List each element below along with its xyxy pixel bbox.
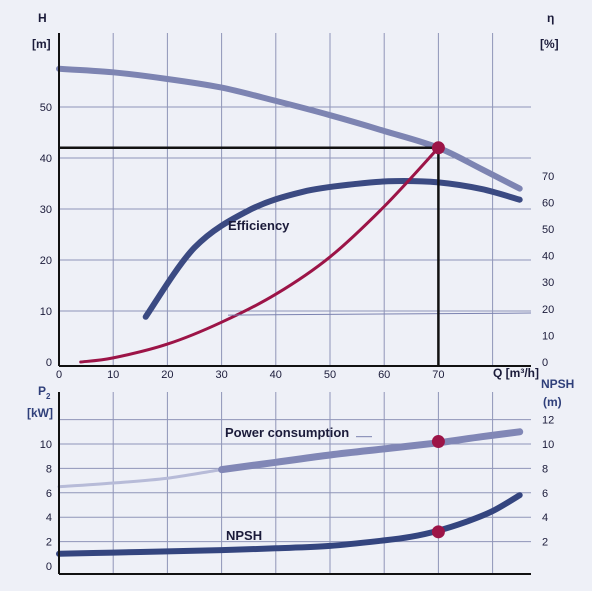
top-left-axis-unit: [m] [32,37,51,51]
x-tick-label: 60 [378,369,390,381]
x-tick-label: 40 [270,369,282,381]
npsh-curve [56,492,523,557]
efficiency-label: Efficiency [228,218,290,233]
npsh-tick-label: 10 [542,439,554,451]
p2-tick-label: 4 [46,512,52,524]
x-tick-label: 30 [215,369,227,381]
p2-tick-label: 0 [46,561,52,573]
eta-tick-label: 70 [542,171,554,183]
npsh-tick-label: 2 [542,537,548,549]
p2-tick-label: 2 [46,537,52,549]
h-tick-label: 0 [46,357,52,369]
power-curve [218,428,524,474]
reference-line [227,312,532,316]
head-curve [56,65,523,192]
npsh-tick-label: 4 [542,512,548,524]
x-axis-label: Q [m³/h] [493,366,539,380]
axes [58,33,531,575]
npsh-tick-label: 12 [542,415,554,427]
p2-tick-label: 6 [46,488,52,500]
curves [56,65,532,557]
top-left-axis-symbol: H [38,11,47,25]
bottom-left-axis-unit: [kW] [27,406,53,420]
top-right-axis-unit: [%] [540,37,559,51]
eta-tick-label: 10 [542,330,554,342]
x-tick-label: 10 [107,369,119,381]
x-tick-label: 0 [56,369,62,381]
p2-tick-label: 10 [40,439,52,451]
power-consumption-label: Power consumption [225,425,349,440]
eta-tick-label: 50 [542,224,554,236]
top-right-axis-symbol: η [547,11,554,25]
h-tick-label: 20 [40,255,52,267]
tick-labels: 0 10 20 30 40 50 60 700102030405001020304050607… [40,102,555,573]
x-tick-label: 50 [324,369,336,381]
h-tick-label: 10 [40,306,52,318]
bottom-right-axis-unit: (m) [543,395,562,409]
operating-point-npsh [431,525,445,539]
system-curve [79,146,440,364]
bottom-right-axis-symbol: NPSH [541,377,574,391]
npsh-label: NPSH [226,528,262,543]
operating-point-markers [431,141,445,539]
x-tick-label: 70 [432,369,444,381]
bottom-left-axis-symbol: P [38,384,46,398]
operating-point-head [431,141,445,155]
h-tick-label: 50 [40,102,52,114]
efficiency-curve [142,178,523,320]
eta-tick-label: 40 [542,251,554,263]
h-tick-label: 40 [40,153,52,165]
h-tick-label: 30 [40,204,52,216]
x-tick-label: 20 [161,369,173,381]
eta-tick-label: 30 [542,277,554,289]
npsh-tick-label: 6 [542,488,548,500]
eta-tick-label: 20 [542,304,554,316]
p2-tick-label: 8 [46,463,52,475]
eta-tick-label: 60 [542,197,554,209]
bottom-left-axis-subscript: 2 [46,392,51,401]
eta-tick-label: 0 [542,357,548,369]
grid [59,33,531,574]
operating-point-power [431,435,445,449]
npsh-tick-label: 8 [542,463,548,475]
